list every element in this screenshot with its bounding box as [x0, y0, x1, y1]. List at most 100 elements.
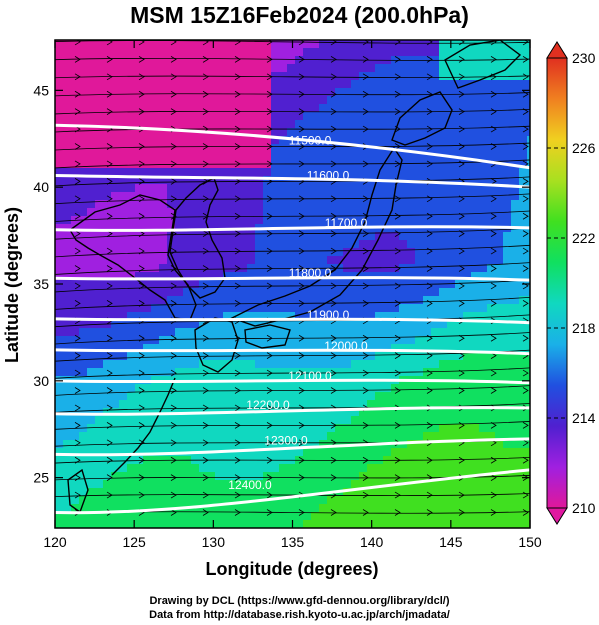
field-cell: [95, 512, 104, 521]
streamline: [55, 125, 530, 133]
field-cell: [143, 488, 152, 497]
field-cell: [527, 160, 530, 169]
field-cell: [487, 64, 496, 73]
field-cell: [503, 288, 512, 297]
field-cell: [151, 392, 160, 401]
field-cell: [287, 304, 296, 313]
field-cell: [215, 496, 224, 505]
field-cell: [527, 168, 530, 177]
field-cell: [511, 288, 520, 297]
field-cell: [311, 416, 320, 425]
field-cell: [263, 360, 272, 369]
field-cell: [495, 376, 504, 385]
field-cell: [119, 40, 128, 49]
field-cell: [407, 360, 416, 369]
field-cell: [239, 216, 248, 225]
field-cell: [503, 480, 512, 489]
field-cell: [407, 144, 416, 153]
field-cell: [471, 312, 480, 321]
field-cell: [271, 416, 280, 425]
field-cell: [263, 432, 272, 441]
field-cell: [335, 320, 344, 329]
wind-arrow: [426, 125, 433, 133]
wind-arrow: [426, 282, 433, 290]
field-cell: [183, 512, 192, 521]
field-cell: [527, 480, 530, 489]
wind-arrow: [106, 143, 113, 150]
field-cell: [487, 136, 496, 145]
field-cell: [415, 400, 424, 409]
field-cell: [111, 472, 120, 481]
field-cell: [343, 200, 352, 209]
field-cell: [63, 136, 72, 145]
field-cell: [471, 264, 480, 273]
plot-area: 11500.011600.011700.011800.011900.012000…: [55, 40, 530, 528]
field-cell: [439, 288, 448, 297]
field-cell: [295, 448, 304, 457]
field-cell: [151, 64, 160, 73]
field-cell: [159, 216, 168, 225]
field-cell: [103, 216, 112, 225]
field-cell: [407, 80, 416, 89]
wind-arrow: [490, 334, 497, 342]
field-cell: [167, 184, 176, 193]
field-cell: [527, 408, 530, 417]
field-cell: [487, 56, 496, 65]
field-cell: [111, 512, 120, 521]
field-cell: [63, 480, 72, 489]
field-cell: [279, 48, 288, 57]
field-cell: [191, 112, 200, 121]
field-cell: [487, 464, 496, 473]
field-cell: [295, 400, 304, 409]
field-cell: [159, 296, 168, 305]
field-cell: [223, 320, 232, 329]
field-cell: [527, 368, 530, 377]
field-cell: [431, 384, 440, 393]
field-cell: [327, 344, 336, 353]
field-cell: [343, 48, 352, 57]
field-cell: [271, 176, 280, 185]
field-cell: [199, 112, 208, 121]
field-cell: [55, 144, 64, 153]
field-cell: [127, 464, 136, 473]
field-cell: [391, 104, 400, 113]
field-cell: [431, 360, 440, 369]
field-cell: [279, 384, 288, 393]
field-cell: [55, 392, 64, 401]
field-cell: [247, 336, 256, 345]
field-cell: [487, 160, 496, 169]
field-cell: [287, 448, 296, 457]
field-cell: [423, 112, 432, 121]
field-cell: [71, 144, 80, 153]
field-cell: [423, 512, 432, 521]
field-cell: [527, 64, 530, 73]
field-cell: [79, 288, 88, 297]
field-cell: [463, 144, 472, 153]
field-cell: [431, 240, 440, 249]
field-cell: [71, 136, 80, 145]
field-cell: [263, 176, 272, 185]
field-cell: [367, 208, 376, 217]
field-cell: [295, 144, 304, 153]
field-cell: [503, 168, 512, 177]
field-cell: [415, 520, 424, 528]
field-cell: [263, 472, 272, 481]
field-cell: [183, 104, 192, 113]
field-cell: [423, 368, 432, 377]
field-cell: [127, 56, 136, 65]
field-cell: [351, 400, 360, 409]
field-cell: [159, 352, 168, 361]
field-cell: [527, 352, 530, 361]
field-cell: [375, 208, 384, 217]
field-cell: [295, 472, 304, 481]
field-cell: [431, 184, 440, 193]
field-cell: [319, 280, 328, 289]
field-cell: [463, 392, 472, 401]
field-cell: [143, 480, 152, 489]
field-cell: [127, 168, 136, 177]
field-cell: [151, 96, 160, 105]
field-cell: [407, 248, 416, 257]
wind-arrow: [266, 352, 273, 359]
field-cell: [311, 232, 320, 241]
field-cell: [127, 280, 136, 289]
